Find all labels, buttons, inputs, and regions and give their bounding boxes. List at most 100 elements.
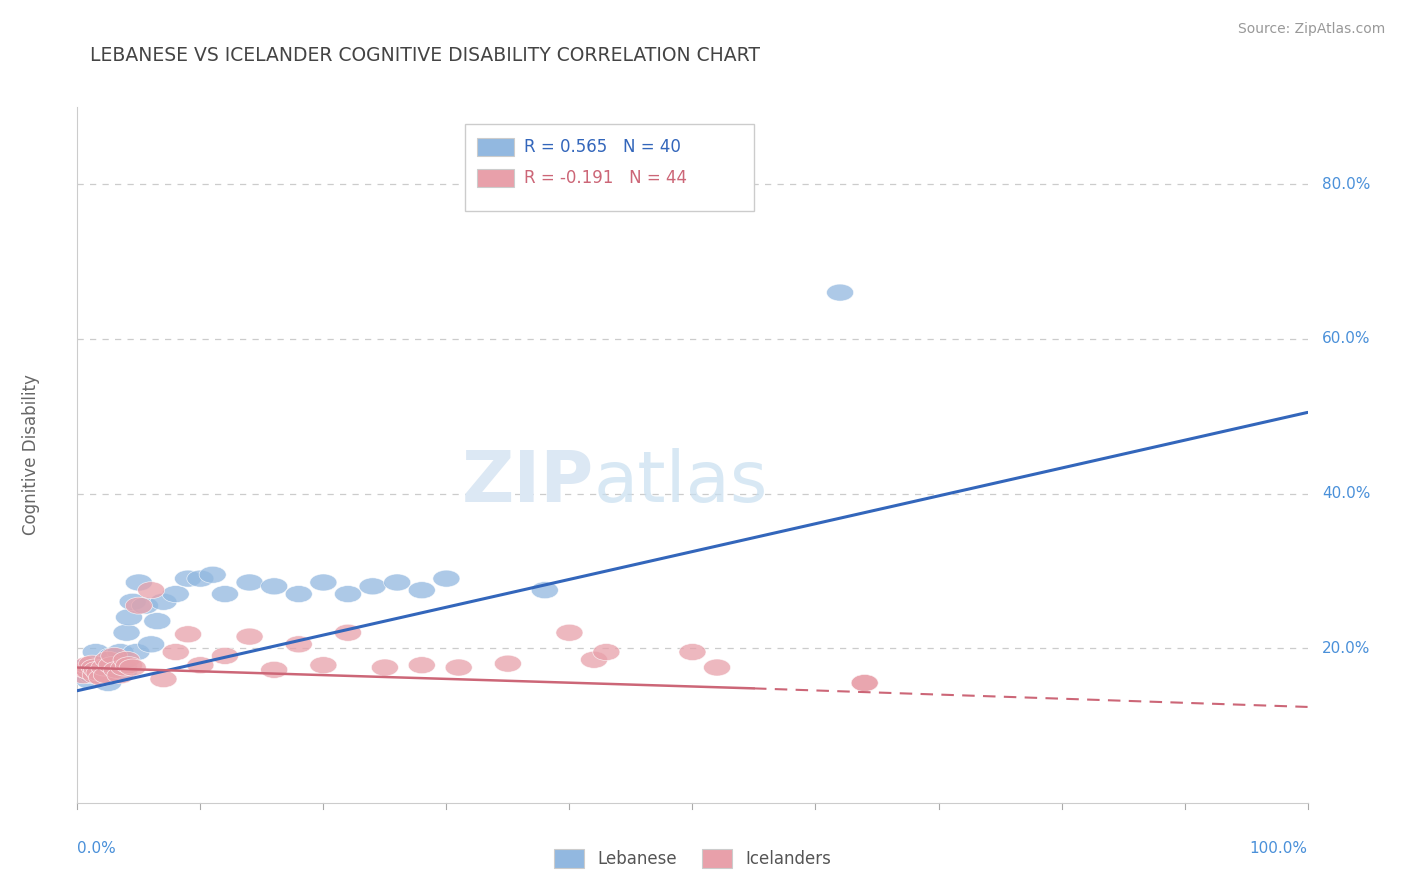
Ellipse shape [132, 597, 159, 615]
Ellipse shape [236, 574, 263, 591]
Text: LEBANESE VS ICELANDER COGNITIVE DISABILITY CORRELATION CHART: LEBANESE VS ICELANDER COGNITIVE DISABILI… [90, 46, 759, 65]
Ellipse shape [335, 624, 361, 641]
Ellipse shape [143, 613, 172, 630]
Ellipse shape [115, 608, 142, 626]
Text: Source: ZipAtlas.com: Source: ZipAtlas.com [1237, 22, 1385, 37]
Ellipse shape [371, 659, 398, 676]
Ellipse shape [446, 659, 472, 676]
Ellipse shape [174, 626, 201, 643]
Ellipse shape [211, 648, 239, 665]
Ellipse shape [115, 657, 142, 673]
Ellipse shape [495, 655, 522, 673]
Ellipse shape [827, 284, 853, 301]
Ellipse shape [359, 578, 387, 595]
Ellipse shape [86, 661, 112, 678]
Text: 40.0%: 40.0% [1323, 486, 1371, 501]
Ellipse shape [408, 657, 436, 673]
Ellipse shape [408, 582, 436, 599]
Ellipse shape [107, 666, 134, 684]
Ellipse shape [433, 570, 460, 587]
Ellipse shape [174, 570, 201, 587]
Ellipse shape [162, 643, 190, 661]
Ellipse shape [260, 578, 288, 595]
Ellipse shape [82, 666, 110, 684]
FancyBboxPatch shape [465, 124, 754, 211]
Ellipse shape [335, 585, 361, 603]
Ellipse shape [112, 624, 141, 641]
Ellipse shape [111, 659, 138, 676]
Ellipse shape [138, 636, 165, 653]
Ellipse shape [122, 643, 150, 661]
Ellipse shape [125, 597, 152, 615]
Ellipse shape [82, 659, 108, 676]
Ellipse shape [309, 657, 337, 673]
Ellipse shape [103, 661, 131, 678]
Legend: Lebanese, Icelanders: Lebanese, Icelanders [547, 842, 838, 874]
Ellipse shape [150, 671, 177, 688]
Ellipse shape [73, 665, 101, 681]
Ellipse shape [94, 674, 122, 691]
Ellipse shape [150, 593, 177, 610]
Ellipse shape [120, 593, 146, 610]
Ellipse shape [94, 651, 122, 668]
Ellipse shape [86, 665, 112, 681]
Ellipse shape [162, 585, 190, 603]
Text: Cognitive Disability: Cognitive Disability [21, 375, 39, 535]
Ellipse shape [83, 661, 111, 678]
Ellipse shape [236, 628, 263, 645]
Ellipse shape [98, 648, 125, 665]
Ellipse shape [89, 669, 115, 686]
Ellipse shape [187, 657, 214, 673]
Ellipse shape [93, 666, 121, 684]
Text: 100.0%: 100.0% [1250, 841, 1308, 856]
Ellipse shape [309, 574, 337, 591]
Ellipse shape [76, 663, 103, 680]
Ellipse shape [82, 643, 110, 661]
Text: 80.0%: 80.0% [1323, 177, 1371, 192]
Ellipse shape [138, 582, 165, 599]
Ellipse shape [89, 666, 115, 684]
Ellipse shape [555, 624, 583, 641]
Text: R = -0.191   N = 44: R = -0.191 N = 44 [524, 169, 688, 187]
Ellipse shape [581, 651, 607, 668]
Ellipse shape [531, 582, 558, 599]
Ellipse shape [76, 673, 103, 690]
Ellipse shape [703, 659, 731, 676]
Ellipse shape [98, 657, 125, 673]
Ellipse shape [260, 661, 288, 678]
Ellipse shape [79, 655, 105, 673]
Ellipse shape [82, 663, 110, 680]
Ellipse shape [107, 643, 134, 661]
Ellipse shape [91, 659, 118, 676]
Ellipse shape [851, 674, 879, 691]
Ellipse shape [679, 643, 706, 661]
Text: 60.0%: 60.0% [1323, 332, 1371, 346]
Ellipse shape [285, 636, 312, 653]
Ellipse shape [101, 666, 128, 684]
Ellipse shape [73, 657, 101, 673]
Ellipse shape [593, 643, 620, 661]
Ellipse shape [103, 654, 131, 671]
Text: R = 0.565   N = 40: R = 0.565 N = 40 [524, 137, 681, 156]
Ellipse shape [851, 674, 879, 691]
Ellipse shape [70, 666, 97, 684]
Ellipse shape [70, 659, 97, 676]
Ellipse shape [91, 655, 118, 673]
Ellipse shape [73, 661, 100, 678]
Ellipse shape [125, 574, 152, 591]
Ellipse shape [200, 566, 226, 583]
Text: 20.0%: 20.0% [1323, 640, 1371, 656]
Text: 0.0%: 0.0% [77, 841, 117, 856]
Ellipse shape [384, 574, 411, 591]
Ellipse shape [285, 585, 312, 603]
Ellipse shape [111, 663, 138, 680]
Ellipse shape [79, 666, 105, 684]
FancyBboxPatch shape [477, 137, 515, 156]
Text: ZIP: ZIP [461, 449, 595, 517]
Ellipse shape [187, 570, 214, 587]
Ellipse shape [120, 659, 146, 676]
Text: atlas: atlas [595, 449, 769, 517]
Ellipse shape [211, 585, 239, 603]
Ellipse shape [112, 651, 141, 668]
FancyBboxPatch shape [477, 169, 515, 187]
